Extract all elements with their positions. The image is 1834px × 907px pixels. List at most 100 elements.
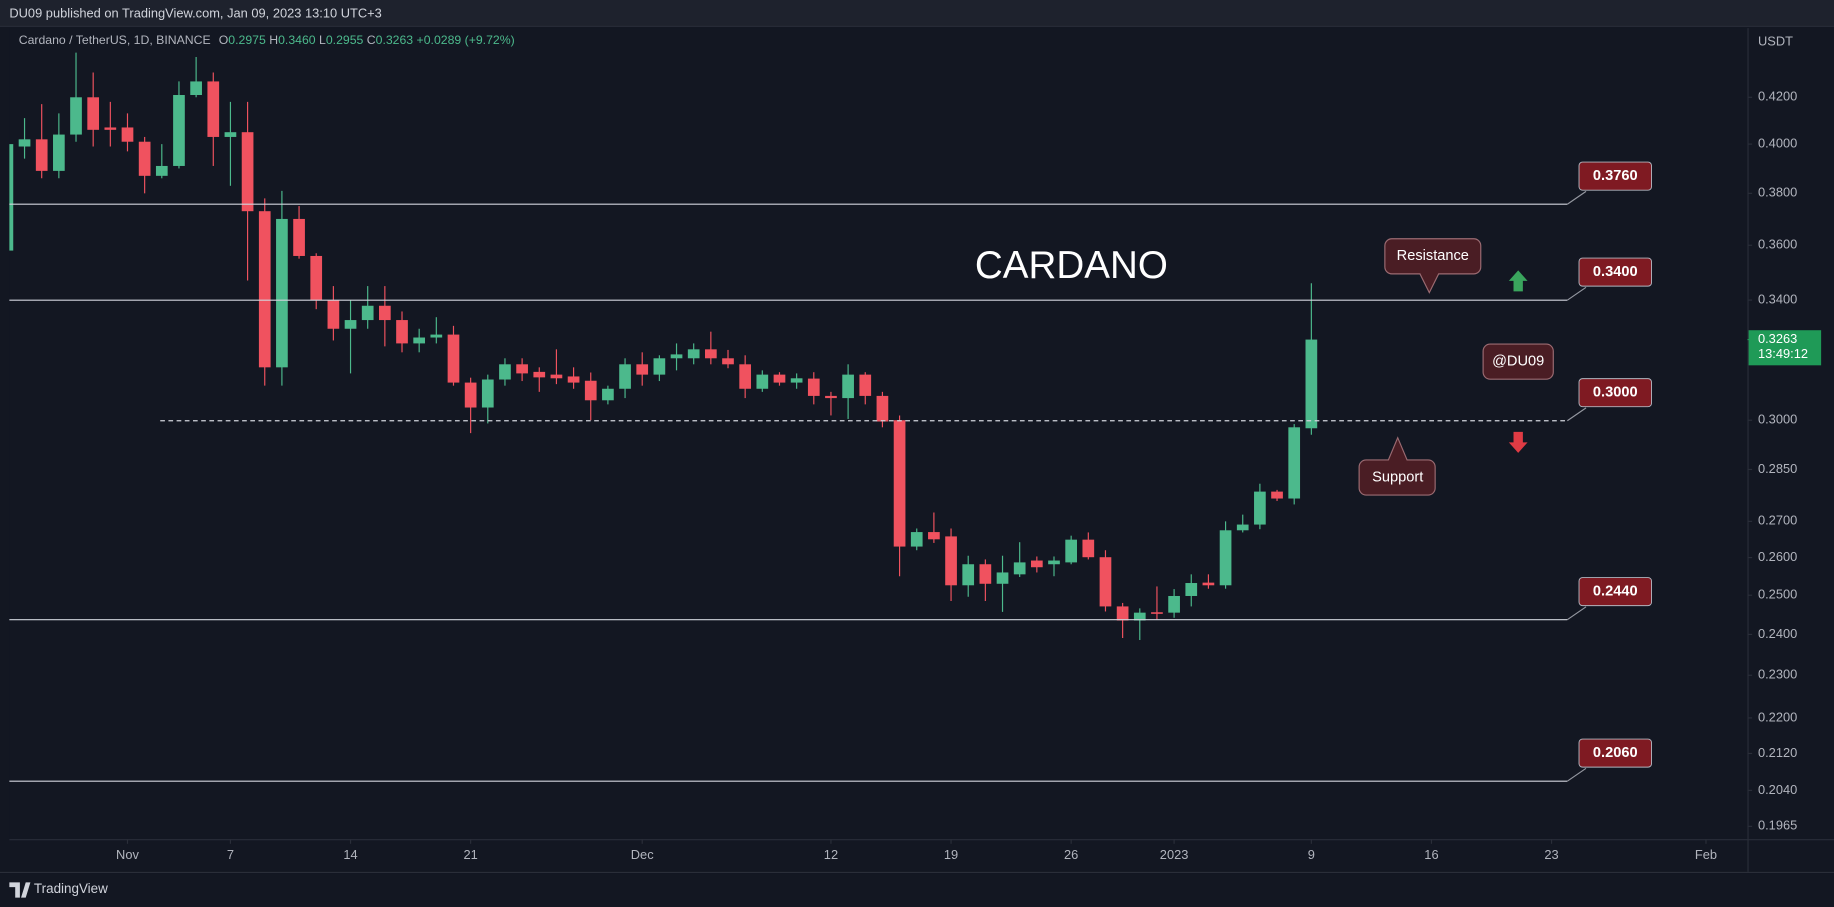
candle-body	[344, 320, 357, 329]
x-tick-label: 16	[1424, 847, 1438, 862]
candle-body	[361, 305, 374, 321]
level-connector	[1566, 606, 1587, 621]
chart-label: CARDANO	[975, 244, 1168, 287]
level-label: 0.3760	[1593, 168, 1638, 184]
candle-body	[756, 374, 769, 389]
candle-body	[1082, 539, 1095, 558]
candle-body	[396, 320, 408, 344]
candle-body	[87, 97, 100, 130]
candle-body	[1219, 530, 1232, 586]
x-tick-label: Dec	[631, 847, 654, 862]
x-tick-label: 19	[944, 847, 958, 862]
candle-body	[722, 358, 734, 365]
level-label: 0.3400	[1593, 264, 1638, 280]
candle-body	[893, 420, 906, 547]
last-price-box	[1748, 330, 1822, 366]
candle-body	[413, 337, 426, 344]
legend-change: +0.0289 (+9.72%)	[417, 33, 515, 47]
x-tick-label: 2023	[1160, 847, 1189, 862]
candle-body	[293, 218, 305, 256]
y-tick-label: 0.2700	[1758, 513, 1797, 528]
y-unit: USDT	[1758, 34, 1793, 49]
candle-body	[464, 382, 477, 408]
y-tick-label: 0.3600	[1758, 237, 1797, 252]
candle-body	[962, 564, 975, 586]
y-tick-label: 0.2300	[1758, 667, 1797, 682]
candle-body	[173, 95, 185, 166]
level-label: 0.2060	[1593, 745, 1638, 761]
candle-body	[9, 144, 14, 251]
candle-body	[567, 376, 580, 383]
candle-body	[516, 364, 528, 374]
candle-body	[276, 218, 288, 368]
candle-body	[550, 374, 563, 379]
resistance-label: Resistance	[1397, 248, 1469, 264]
candle-body	[1185, 583, 1198, 596]
candle-body	[910, 532, 923, 547]
level-label-box	[1578, 738, 1653, 768]
x-tick-label: Feb	[1695, 847, 1717, 862]
candle-body	[1099, 557, 1112, 607]
plot-area	[9, 28, 1748, 840]
candle-body	[1305, 339, 1318, 429]
y-tick-label: 0.2120	[1758, 745, 1797, 760]
x-tick-label: 7	[227, 847, 234, 862]
candle-body	[35, 139, 48, 171]
level-connector	[1566, 286, 1587, 301]
support-label: Support	[1372, 469, 1423, 485]
candle-body	[859, 374, 872, 396]
y-tick-label: 0.4200	[1758, 89, 1797, 104]
candle-body	[928, 532, 940, 540]
candle-body	[670, 354, 683, 359]
support-callout	[1358, 436, 1436, 496]
candle-body	[584, 380, 597, 401]
level-connector	[1566, 767, 1587, 782]
plot-layer	[9, 52, 1318, 641]
candle-body	[1168, 595, 1180, 613]
x-tick-label: 14	[343, 847, 357, 862]
candle-body	[619, 364, 631, 389]
candle-body	[1030, 560, 1043, 568]
candle-body	[1288, 427, 1301, 499]
watermark-box	[1482, 343, 1554, 380]
x-tick-label: 21	[463, 847, 477, 862]
candle-body	[310, 255, 323, 301]
level-connector	[1566, 190, 1587, 205]
y-tick-label: 0.3000	[1758, 412, 1797, 427]
legend-key: L	[319, 33, 326, 47]
level-label-box	[1578, 257, 1653, 287]
candle-body	[979, 564, 992, 584]
candle-body	[155, 165, 168, 176]
candle-body	[1116, 606, 1129, 621]
top-bar	[0, 0, 1834, 26]
x-tick-label: 23	[1544, 847, 1558, 862]
legend-value: 0.2955	[326, 33, 364, 47]
candle-body	[1271, 491, 1283, 499]
candle-body	[241, 132, 254, 212]
candle-body	[842, 374, 854, 399]
candle-body	[687, 349, 700, 359]
x-tick-label: 9	[1308, 847, 1315, 862]
footer	[0, 873, 1834, 907]
candle-body	[190, 81, 202, 96]
legend-value: 0.2975	[228, 33, 266, 47]
up-arrow	[1508, 270, 1528, 292]
y-tick-label: 0.2400	[1758, 626, 1797, 641]
level-label: 0.3000	[1593, 385, 1638, 401]
candle-body	[207, 81, 220, 137]
footer-brand: TradingView	[34, 881, 108, 896]
candle-body	[18, 139, 31, 147]
level-label-box	[1578, 577, 1653, 607]
x-tick-label: 12	[824, 847, 838, 862]
candle-body	[224, 132, 237, 137]
candle-body	[825, 395, 837, 399]
candle-body	[653, 358, 666, 375]
y-tick-label: 0.3800	[1758, 185, 1797, 200]
candle-body	[258, 211, 271, 368]
candle-body	[773, 374, 786, 383]
header: DU09 published on TradingView.com, Jan 0…	[9, 5, 381, 20]
candle-body	[790, 378, 803, 383]
candle-body	[876, 395, 889, 422]
